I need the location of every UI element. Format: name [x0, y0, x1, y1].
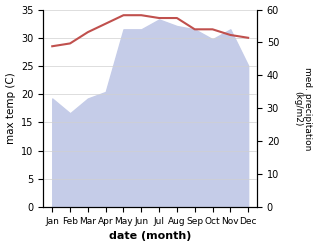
Y-axis label: max temp (C): max temp (C)	[5, 72, 16, 144]
X-axis label: date (month): date (month)	[109, 231, 191, 242]
Y-axis label: med. precipitation
(kg/m2): med. precipitation (kg/m2)	[293, 67, 313, 150]
